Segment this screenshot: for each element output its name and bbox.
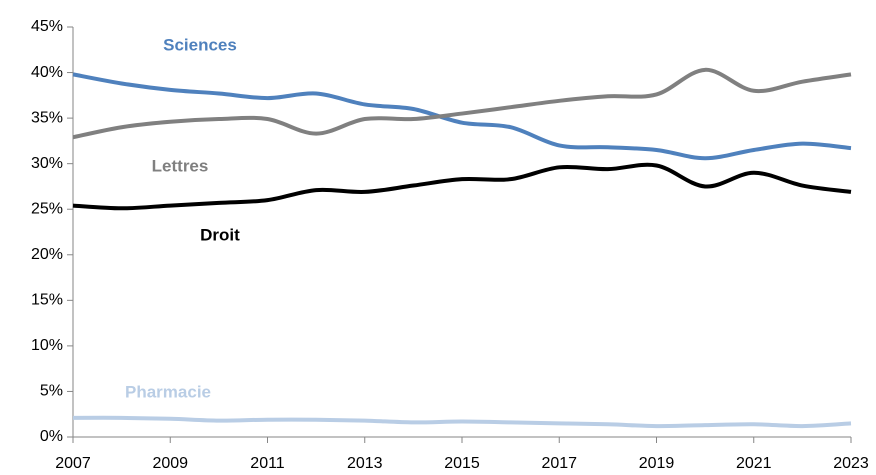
series-line (72, 72, 852, 161)
y-tick-label: 30% (31, 155, 63, 172)
x-tick-label: 2013 (347, 455, 383, 472)
series-line (72, 67, 852, 140)
y-tick-label: 20% (31, 246, 63, 263)
x-tick-label: 2019 (639, 455, 675, 472)
series-label: Droit (200, 225, 240, 244)
series-line (72, 415, 852, 429)
x-tick-label: 2023 (833, 455, 869, 472)
y-tick-label: 45% (31, 18, 63, 35)
y-tick-label: 0% (40, 428, 63, 445)
series-line (72, 162, 852, 211)
x-tick-label: 2009 (152, 455, 188, 472)
x-tick-label: 2015 (444, 455, 480, 472)
y-tick-label: 10% (31, 337, 63, 354)
series-label: Pharmacie (125, 382, 211, 401)
y-tick-label: 35% (31, 109, 63, 126)
y-tick-label: 5% (40, 383, 63, 400)
x-tick-label: 2007 (55, 455, 91, 472)
y-tick-label: 25% (31, 200, 63, 217)
series-label: Sciences (163, 35, 237, 54)
x-tick-label: 2021 (736, 455, 772, 472)
x-tick-label: 2011 (250, 455, 285, 472)
x-tick-label: 2017 (541, 455, 577, 472)
series-label: Lettres (152, 156, 209, 175)
y-tick-label: 15% (31, 292, 63, 309)
y-tick-label: 40% (31, 64, 63, 81)
